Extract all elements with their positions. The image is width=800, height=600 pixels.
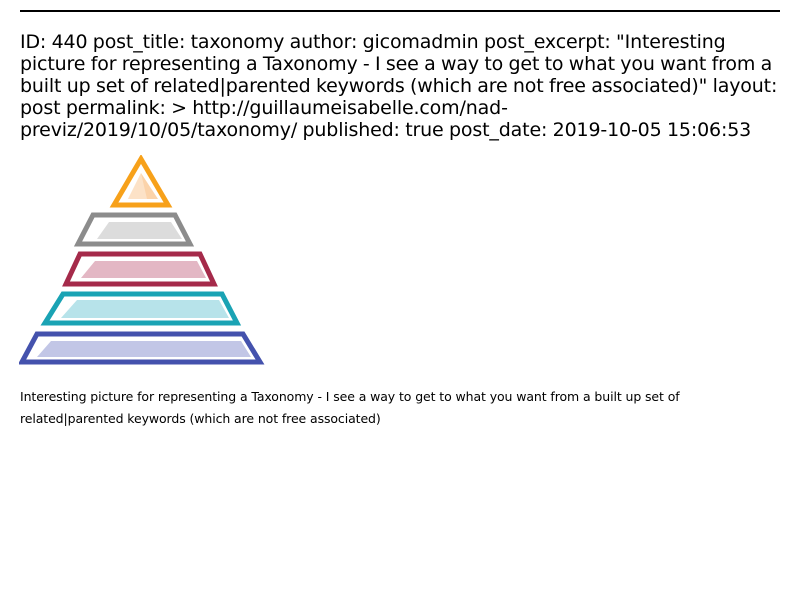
pyramid-level-third: [62, 251, 218, 287]
header-rule: [20, 10, 780, 12]
image-caption: Interesting picture for representing a T…: [20, 389, 680, 426]
pyramid-level-top: [109, 155, 173, 208]
pyramid-level-second: [73, 212, 195, 247]
taxonomy-pyramid-image: [19, 155, 265, 365]
pyramid-level-bottom: [19, 331, 265, 365]
post-front-matter: ID: 440 post_title: taxonomy author: gic…: [20, 31, 778, 141]
pyramid-level-fourth: [40, 291, 242, 326]
